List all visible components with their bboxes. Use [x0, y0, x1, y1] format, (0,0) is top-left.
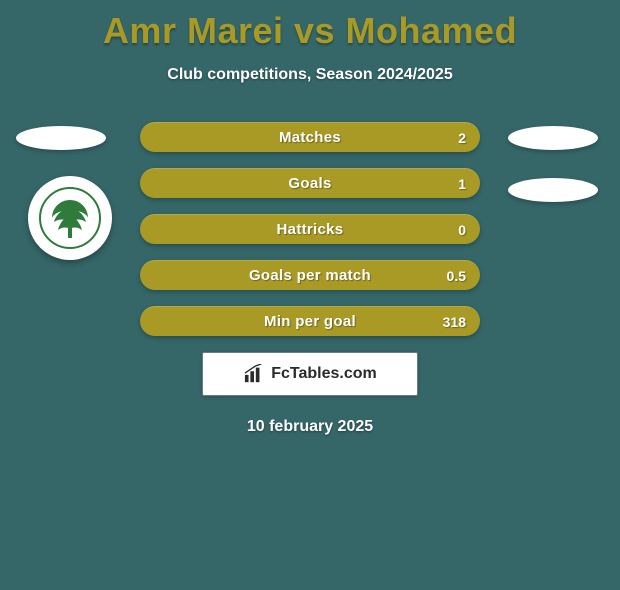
stat-label: Hattricks: [277, 221, 344, 238]
page-title: Amr Marei vs Mohamed: [0, 10, 620, 52]
brand-text: FcTables.com: [271, 365, 377, 383]
stat-value: 1: [458, 176, 466, 192]
brand-card[interactable]: FcTables.com: [202, 352, 418, 396]
stat-row-min-per-goal: Min per goal 318: [140, 306, 480, 336]
player-left-oval: [16, 126, 106, 150]
stat-label: Matches: [279, 129, 341, 146]
player-right-oval-1: [508, 126, 598, 150]
stat-label: Goals per match: [249, 267, 371, 284]
subtitle: Club competitions, Season 2024/2025: [0, 66, 620, 84]
stat-row-goals-per-match: Goals per match 0.5: [140, 260, 480, 290]
club-badge: [28, 176, 112, 260]
stat-label: Min per goal: [264, 313, 356, 330]
eagle-crest-icon: [38, 186, 102, 250]
player-right-oval-2: [508, 178, 598, 202]
stat-row-matches: Matches 2: [140, 122, 480, 152]
stat-row-hattricks: Hattricks 0: [140, 214, 480, 244]
stat-value: 0: [458, 222, 466, 238]
stat-value: 2: [458, 130, 466, 146]
bar-chart-icon: [243, 364, 265, 384]
stats-area: Matches 2 Goals 1 Hattricks 0 Goals per …: [0, 122, 620, 436]
stat-rows: Matches 2 Goals 1 Hattricks 0 Goals per …: [140, 122, 480, 336]
stat-row-goals: Goals 1: [140, 168, 480, 198]
stat-value: 0.5: [447, 268, 466, 284]
footer-date: 10 february 2025: [0, 418, 620, 436]
stat-label: Goals: [288, 175, 331, 192]
stat-value: 318: [443, 314, 466, 330]
